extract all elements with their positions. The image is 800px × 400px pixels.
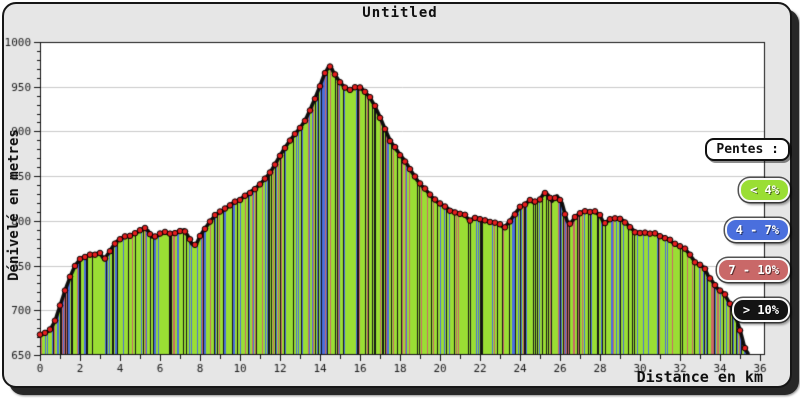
legend-pill-slope-7-10pct: 7 - 10% [717, 258, 790, 282]
legend-pill-slope-over-10pct: > 10% [731, 298, 790, 322]
page-title: Untitled [362, 5, 438, 21]
x-axis-label: Distance en km [636, 368, 763, 386]
legend-pill-slope-under-4pct: < 4% [739, 178, 790, 202]
y-axis-label: Dénivelé en metres [6, 129, 22, 281]
legend-pill-slope-4-7pct: 4 - 7% [724, 218, 790, 242]
legend-title-pentes: Pentes : [705, 138, 790, 161]
